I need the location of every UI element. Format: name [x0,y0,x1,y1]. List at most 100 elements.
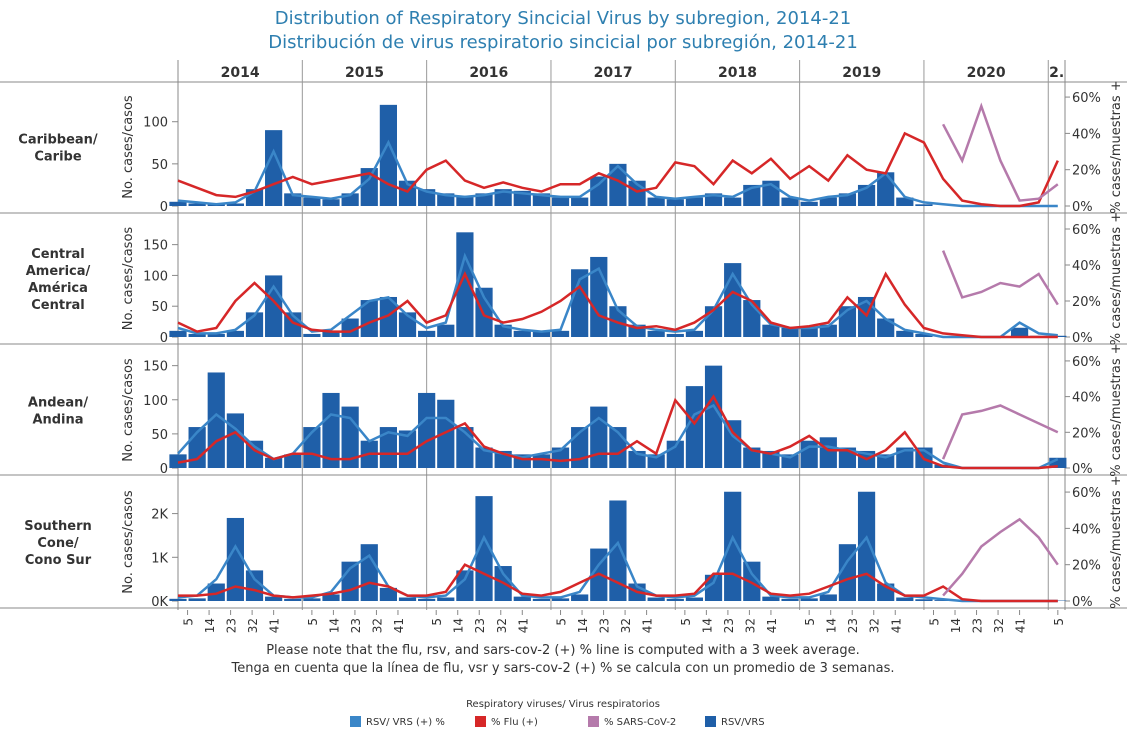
bar [667,199,684,206]
y2-tick-label: 0% [1072,462,1093,477]
bar [648,198,665,206]
x-tick-label: 41 [1014,618,1028,633]
y-tick-label: 0 [160,200,168,215]
y2-tick-label: 0% [1072,595,1093,610]
bar [820,437,837,468]
y2-tick-label: 40% [1072,127,1101,142]
x-tick-label: 41 [765,618,779,633]
bar [648,598,665,601]
bar [896,598,913,601]
bar [571,198,588,206]
bar [514,331,531,337]
row-label: Cone/ [37,536,79,551]
y2-tick-label: 0% [1072,331,1093,346]
year-label: 2. [1049,65,1064,81]
x-tick-label: 32 [992,618,1006,633]
x-tick-label: 32 [743,618,757,633]
row-label: Caribbean/ [18,133,98,148]
bar [399,598,416,601]
y-tick-label: 100 [143,394,168,409]
legend-swatch [705,716,716,727]
x-tick-label: 14 [203,618,217,633]
bar [781,599,798,601]
bar [227,413,244,468]
y-tick-label: 150 [143,360,168,375]
y-tick-label: 150 [143,239,168,254]
legend-swatch [475,716,486,727]
x-tick-label: 5 [306,618,320,626]
y2-tick-label: 0% [1072,200,1093,215]
bar [303,598,320,601]
bar [801,598,818,601]
note: Tenga en cuenta que la línea de flu, vsr… [231,661,895,676]
x-tick-label: 32 [619,618,633,633]
bar [437,598,454,601]
bar [169,599,186,601]
bar [361,544,378,601]
bar [686,198,703,206]
x-tick-label: 23 [473,618,487,633]
bar [686,386,703,468]
row-label: Central [31,298,84,313]
row-label: América [28,281,88,296]
chart-title: Distribution of Respiratory Sincicial Vi… [275,8,851,29]
y2-axis-label: % cases/muestras + [1109,343,1124,476]
bar [1011,328,1028,337]
row-label: America/ [26,264,91,279]
bar [303,334,320,337]
legend-swatch [350,716,361,727]
line-series [943,406,1058,460]
year-label: 2019 [842,65,881,81]
year-label: 2015 [345,65,384,81]
x-tick-label: 32 [868,618,882,633]
year-label: 2018 [718,65,757,81]
y2-tick-label: 40% [1072,391,1101,406]
bar [571,594,588,601]
bar [648,331,665,337]
y2-axis-label: % cases/muestras + [1109,475,1124,608]
bar [801,441,818,468]
row-label: Southern [24,519,92,534]
bar [590,407,607,468]
legend-title: Respiratory viruses/ Virus respiratorios [466,699,660,710]
legend-label: % SARS-CoV-2 [604,717,676,728]
y-tick-label: 50 [151,158,168,173]
y-tick-label: 2K [151,508,168,523]
x-tick-label: 14 [700,618,714,633]
bar [915,204,932,206]
bar [437,325,454,337]
x-tick-label: 32 [370,618,384,633]
x-tick-label: 5 [928,618,942,626]
x-tick-label: 14 [452,618,466,633]
bar [686,331,703,337]
x-tick-label: 23 [971,618,985,633]
x-tick-label: 41 [392,618,406,633]
y2-tick-label: 60% [1072,91,1101,106]
line-series [943,519,1058,595]
row-label: Andina [32,413,83,428]
y-tick-label: 0K [151,595,168,610]
y2-tick-label: 20% [1072,559,1101,574]
legend-label: % Flu (+) [491,717,538,728]
y2-tick-label: 60% [1072,355,1101,370]
y2-tick-label: 20% [1072,295,1101,310]
x-tick-label: 23 [349,618,363,633]
bar [724,198,741,206]
bar [322,199,339,206]
y-axis-label: No. cases/casos [121,358,136,462]
bar [418,331,435,337]
y-axis-label: No. cases/casos [121,95,136,199]
year-label: 2014 [221,65,260,81]
bar [667,334,684,337]
bar [820,594,837,601]
y2-tick-label: 40% [1072,259,1101,274]
x-tick-label: 14 [576,618,590,633]
y-tick-label: 1K [151,551,168,566]
bar [915,599,932,601]
y-tick-label: 0 [160,331,168,346]
bar [590,177,607,207]
x-tick-label: 5 [182,618,196,626]
legend-label: RSV/ VRS (+) % [366,717,445,728]
